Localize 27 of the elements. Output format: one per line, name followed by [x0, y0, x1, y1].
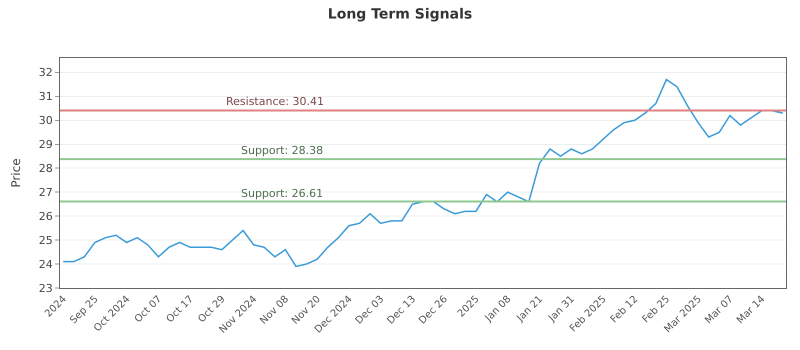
- y-tick-label: 25: [38, 234, 53, 247]
- y-tick-label: 28: [38, 162, 53, 176]
- x-tick-label: Oct 07: [132, 294, 164, 326]
- x-tick-label: Dec 03: [354, 294, 386, 327]
- x-tick-label: Dec 13: [385, 294, 418, 327]
- chart-title: Long Term Signals: [328, 6, 472, 23]
- y-tick-label: 26: [38, 210, 53, 223]
- x-tick-label: Mar 07: [703, 294, 736, 326]
- y-tick-label: 32: [38, 66, 53, 80]
- y-axis-title: Price: [9, 158, 24, 188]
- y-tick-label: 24: [38, 258, 53, 271]
- y-tick-label: 30: [38, 114, 53, 128]
- y-tick-label: 29: [38, 138, 53, 152]
- ref-line-label: Support: 28.38: [241, 144, 324, 157]
- x-tick-label: Feb 12: [608, 294, 640, 326]
- x-tick-label: Jan 21: [514, 294, 546, 325]
- x-tick-label: Mar 14: [734, 294, 768, 326]
- line-series: [62, 78, 784, 268]
- y-tick-label: 23: [38, 282, 53, 295]
- ref-line-label: Support: 26.61: [241, 187, 324, 200]
- x-tick-label: Jan 08: [482, 294, 514, 325]
- x-tick-label: Dec 26: [417, 294, 450, 327]
- ref-line-label: Resistance: 30.41: [226, 95, 324, 108]
- y-tick-label: 27: [38, 186, 53, 200]
- y-tick-label: 31: [38, 90, 53, 104]
- x-tick-label: Oct 17: [164, 294, 196, 326]
- x-tick-label: Nov 08: [258, 294, 292, 327]
